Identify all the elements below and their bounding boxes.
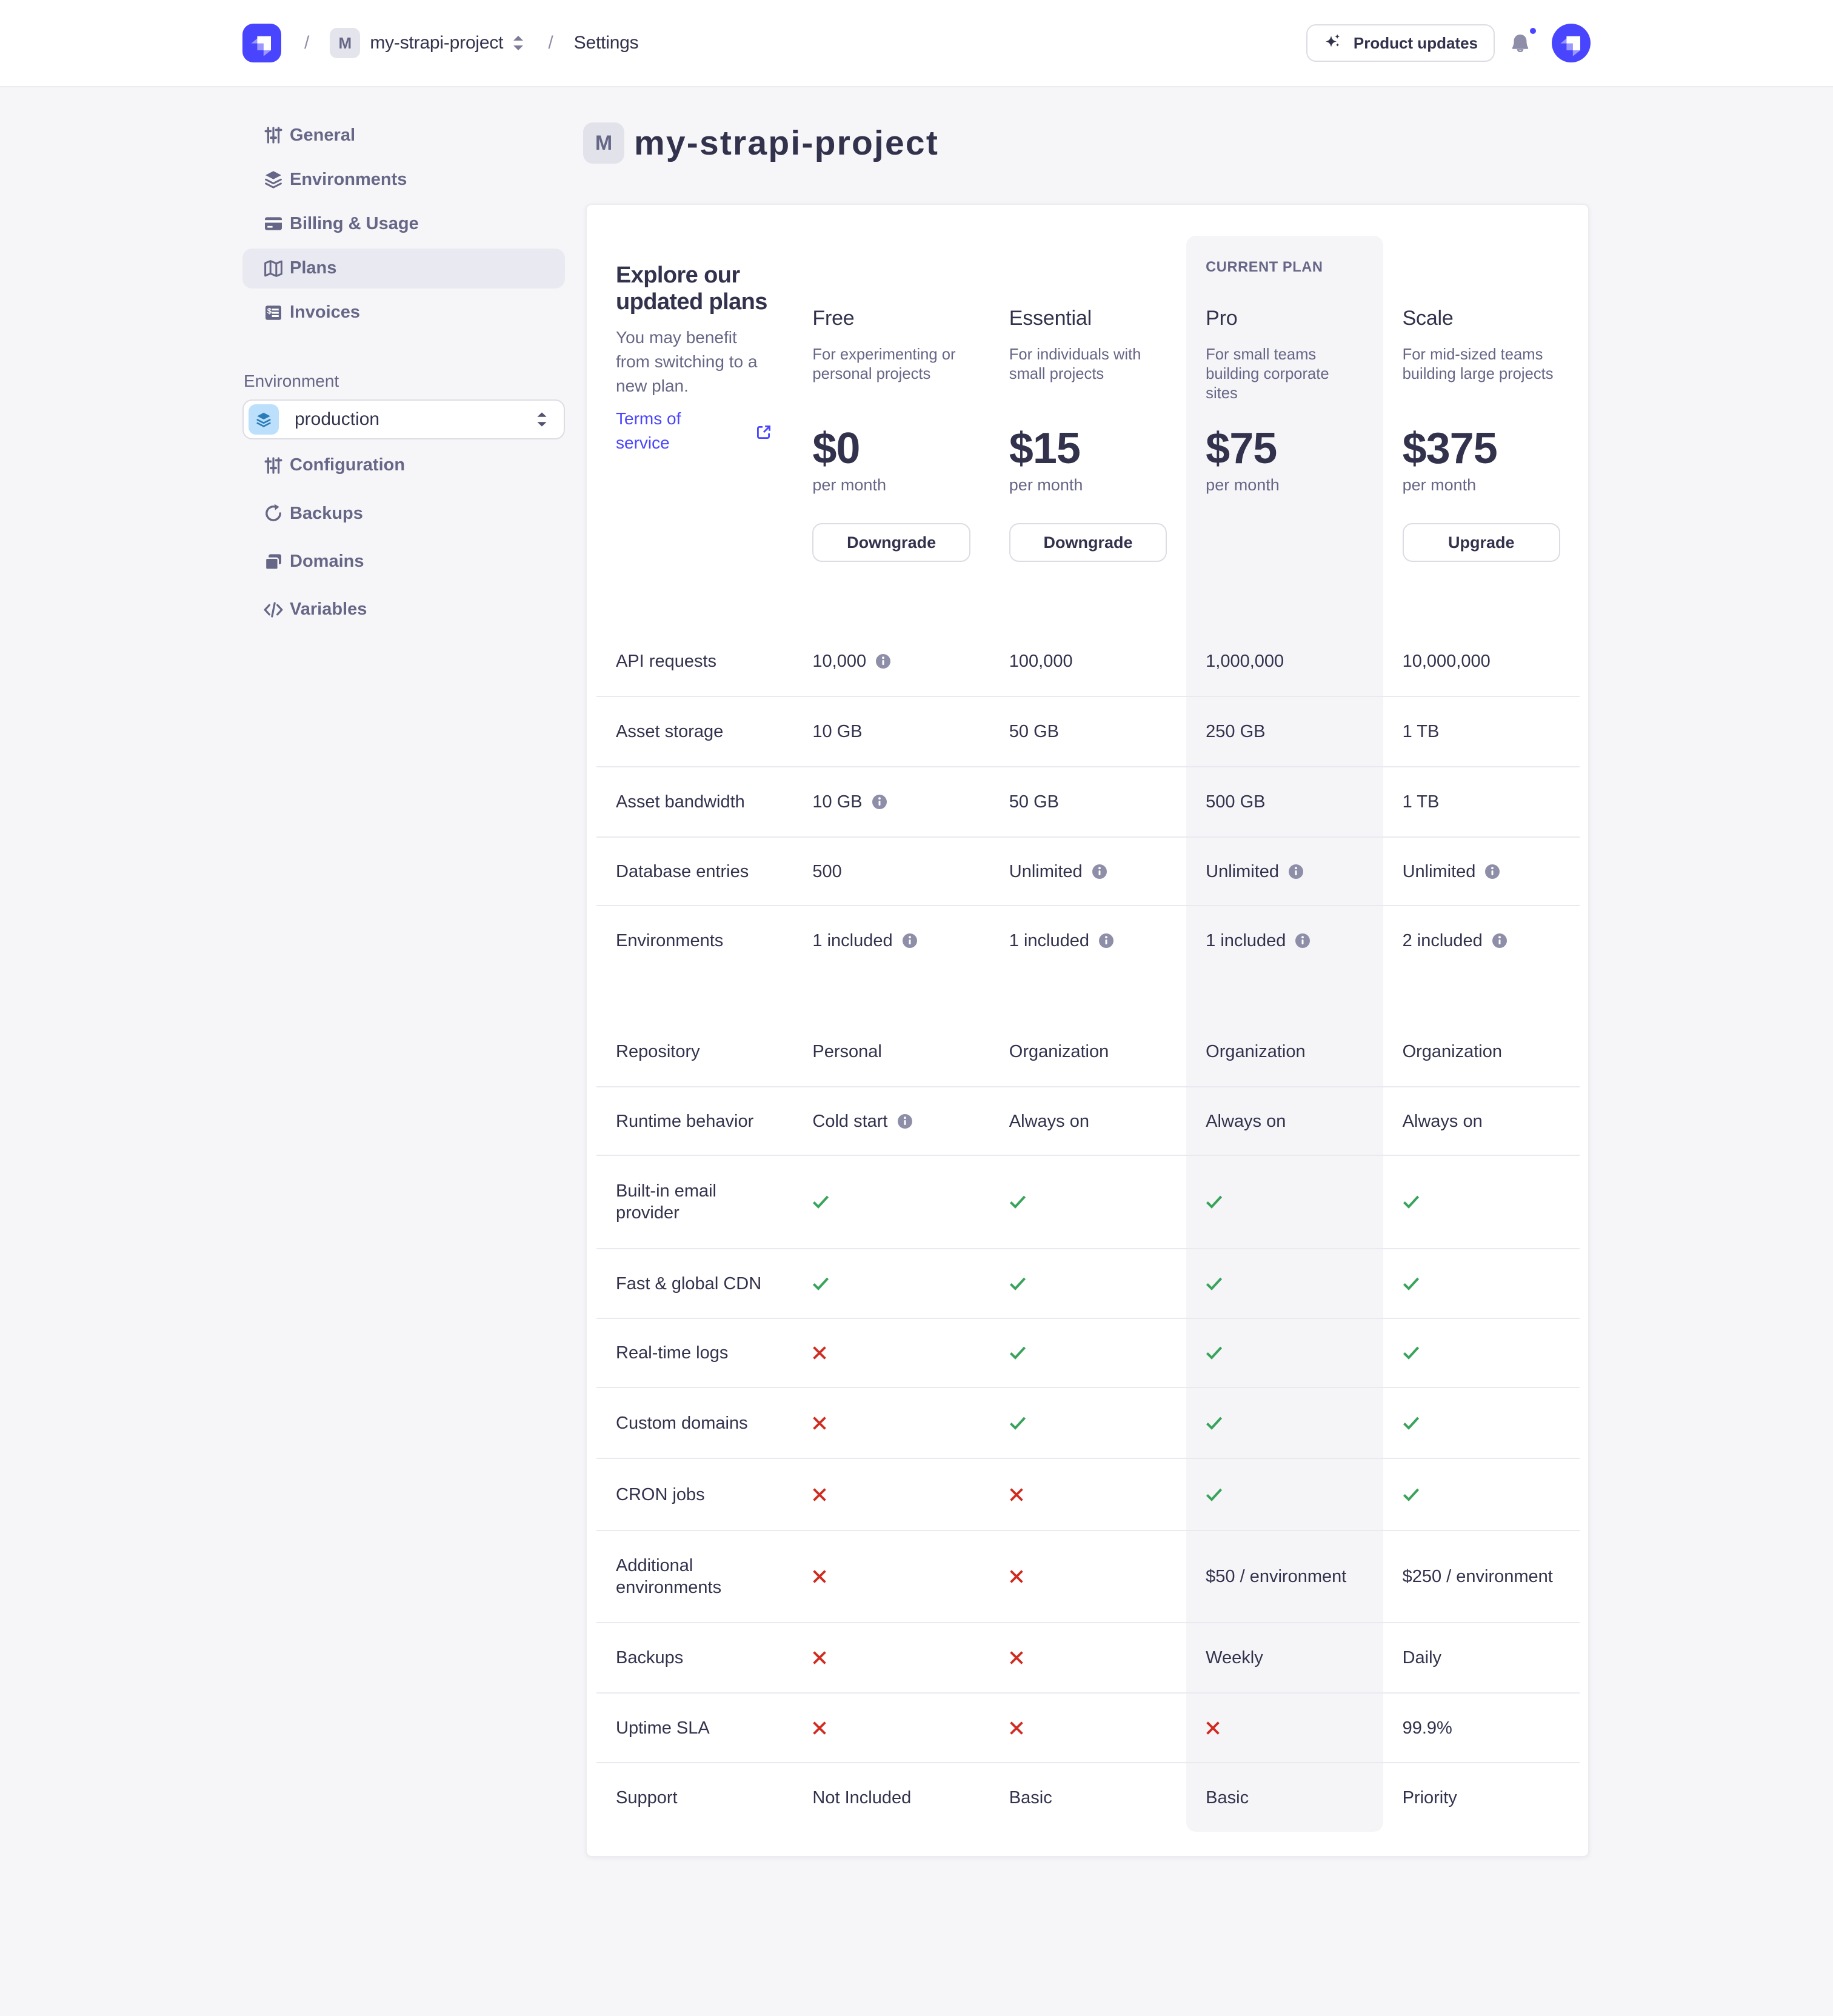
svg-text:$: $: [267, 306, 272, 315]
